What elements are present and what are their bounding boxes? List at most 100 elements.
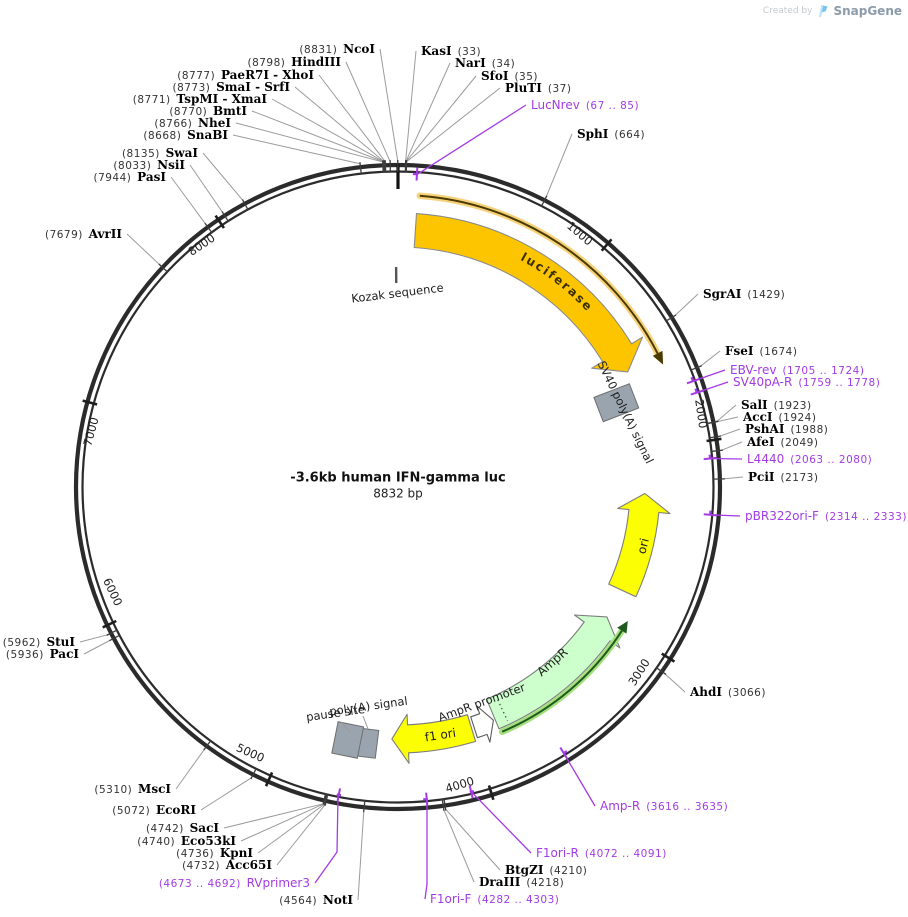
site-tick-pasi bbox=[204, 222, 213, 234]
leader-pasi bbox=[170, 176, 207, 225]
feature-ampr[interactable] bbox=[486, 614, 621, 730]
site-label-nsii[interactable]: (8033) NsiI bbox=[113, 158, 185, 172]
leader-ahdi bbox=[664, 673, 686, 693]
feature-ori[interactable] bbox=[608, 492, 671, 598]
pause-site-label[interactable]: pause site bbox=[305, 702, 366, 724]
feature-pause-site[interactable] bbox=[331, 721, 365, 759]
site-label-lucnrev[interactable]: LucNrev (67 .. 85) bbox=[531, 98, 639, 112]
site-label-f1ori-f[interactable]: F1ori-F (4282 .. 4303) bbox=[430, 892, 559, 906]
feature-sv40-polya-signal[interactable] bbox=[593, 383, 640, 423]
feature-ampr-promoter[interactable] bbox=[470, 705, 494, 743]
site-tick-swai bbox=[241, 199, 249, 211]
leader-ebv-rev bbox=[692, 369, 726, 382]
site-label-pcii[interactable]: PciI (2173) bbox=[748, 470, 818, 484]
site-tick-sgrai bbox=[665, 314, 677, 322]
site-label-btgzi[interactable]: BtgZI (4210) bbox=[505, 863, 587, 877]
kozak-sequence-label[interactable]: Kozak sequence bbox=[351, 280, 445, 305]
scale-tick-1000 bbox=[600, 238, 613, 252]
site-label-f1ori-r[interactable]: F1ori-R (4072 .. 4091) bbox=[536, 846, 667, 860]
scale-tick-7000 bbox=[82, 399, 98, 406]
leader-kasi bbox=[405, 50, 417, 162]
scale-tick-2000 bbox=[706, 437, 722, 443]
site-label-ecori[interactable]: (5072) EcoRI bbox=[112, 803, 196, 817]
site-label-rvprimer3[interactable]: (4673 .. 4692) RVprimer3 bbox=[159, 876, 310, 890]
feature-leader-1 bbox=[340, 721, 351, 733]
scale-tick-3000 bbox=[661, 652, 676, 663]
site-tick-bmti bbox=[382, 160, 385, 173]
site-label-kpni[interactable]: (4736) KpnI bbox=[176, 846, 253, 860]
leader-snabi bbox=[232, 134, 361, 165]
site-label-ncoi[interactable]: (8831) NcoI bbox=[299, 42, 375, 56]
site-label-hindiii[interactable]: (8798) HindIII bbox=[247, 55, 341, 69]
leader-fsei bbox=[699, 350, 721, 367]
leader-pluti bbox=[406, 87, 501, 162]
site-label-pbr322ori-f[interactable]: pBR322ori-F (2314 .. 2333) bbox=[745, 509, 907, 523]
f1-ori-label[interactable]: f1 ori bbox=[424, 726, 457, 745]
leader-pcii bbox=[723, 476, 744, 480]
site-label-saci[interactable]: (4742) SacI bbox=[146, 821, 219, 835]
site-tick-acci bbox=[706, 420, 719, 425]
feature-leader-0 bbox=[362, 715, 369, 730]
leader-sali bbox=[716, 404, 737, 422]
site-label-sv40pa-r[interactable]: SV40pA-R (1759 .. 1778) bbox=[733, 375, 880, 389]
site-label-draiii[interactable]: DraIII (4218) bbox=[479, 875, 564, 889]
leader-amp-r bbox=[562, 752, 596, 807]
site-label-snabi[interactable]: (8668) SnaBI bbox=[143, 128, 228, 142]
site-tick-ahdi bbox=[655, 667, 667, 675]
site-label-amp-r[interactable]: Amp-R (3616 .. 3635) bbox=[600, 799, 728, 813]
feature-ampr-cds-line[interactable] bbox=[501, 630, 623, 733]
site-label-sali[interactable]: SalI (1923) bbox=[741, 398, 812, 412]
scale-tick-5000 bbox=[264, 771, 274, 787]
site-tick-paci bbox=[109, 634, 121, 642]
site-label-kasi[interactable]: KasI (33) bbox=[421, 44, 481, 58]
leader-f1ori-r bbox=[470, 790, 532, 854]
site-tick-nhei bbox=[382, 160, 384, 173]
snapgene-logo-icon bbox=[819, 5, 828, 17]
site-tick-acc65i bbox=[324, 793, 329, 806]
site-label-bmti[interactable]: (8770) BmtI bbox=[169, 104, 247, 118]
site-label-sgrai[interactable]: SgrAI (1429) bbox=[703, 287, 785, 301]
site-label-pasi[interactable]: (7944) PasI bbox=[93, 170, 166, 184]
site-label-nhei[interactable]: (8766) NheI bbox=[154, 116, 231, 130]
site-tick-kpni bbox=[323, 793, 328, 806]
site-label-ahdi[interactable]: AhdI (3066) bbox=[689, 685, 766, 699]
leader-pbr322ori-f bbox=[709, 514, 741, 517]
site-label-smai-srfi[interactable]: (8773) SmaI - SrfI bbox=[172, 80, 290, 94]
scale-label-8000: 8000 bbox=[186, 231, 218, 259]
site-label-acci[interactable]: AccI (1924) bbox=[742, 410, 816, 424]
site-label-ebv-rev[interactable]: EBV-rev (1705 .. 1724) bbox=[730, 363, 864, 377]
site-label-acc65i[interactable]: (4732) Acc65I bbox=[182, 858, 272, 872]
leader-saci bbox=[223, 803, 324, 829]
scale-tick-8000 bbox=[214, 214, 226, 229]
site-label-l4440[interactable]: L4440 (2063 .. 2080) bbox=[747, 452, 872, 466]
site-label-swai[interactable]: (8135) SwaI bbox=[122, 146, 198, 160]
feature-f1-ori[interactable] bbox=[391, 713, 477, 764]
site-label-nari[interactable]: NarI (34) bbox=[455, 56, 515, 70]
leader-nari bbox=[405, 62, 451, 162]
site-label-fsei[interactable]: FseI (1674) bbox=[725, 344, 797, 358]
site-label-eco53ki[interactable]: (4740) Eco53kI bbox=[137, 834, 236, 848]
site-label-sphi[interactable]: SphI (664) bbox=[577, 127, 645, 141]
site-label-paer7i-xhoi[interactable]: (8777) PaeR7I - XhoI bbox=[177, 68, 314, 82]
leader-ecori bbox=[200, 777, 252, 811]
site-label-stui[interactable]: (5962) StuI bbox=[3, 635, 76, 649]
ori-label[interactable]: ori bbox=[634, 537, 651, 556]
site-label-sfoi[interactable]: SfoI (35) bbox=[481, 69, 538, 83]
leader-swai bbox=[202, 152, 244, 202]
watermark-brand: SnapGene bbox=[833, 4, 902, 18]
site-label-msci[interactable]: (5310) MscI bbox=[94, 782, 171, 796]
site-label-pshai[interactable]: PshAI (1988) bbox=[745, 422, 828, 436]
scale-label-2000: 2000 bbox=[692, 398, 710, 429]
leader-nsii bbox=[189, 164, 224, 213]
scale-tick-6000 bbox=[102, 619, 117, 629]
leader-hindiii bbox=[345, 61, 391, 162]
site-label-tspmi-xmai[interactable]: (8771) TspMI - XmaI bbox=[133, 92, 268, 106]
site-tick-sphi bbox=[540, 195, 548, 207]
site-label-avrii[interactable]: (7679) AvrII bbox=[45, 227, 122, 241]
site-label-paci[interactable]: (5936) PacI bbox=[6, 647, 79, 661]
site-label-noti[interactable]: (4564) NotI bbox=[279, 893, 353, 907]
feature-luciferase-cds-line[interactable] bbox=[419, 194, 659, 354]
feature-luciferase[interactable] bbox=[413, 213, 644, 373]
site-label-pluti[interactable]: PluTI (37) bbox=[505, 81, 571, 95]
site-label-afei[interactable]: AfeI (2049) bbox=[746, 435, 818, 449]
